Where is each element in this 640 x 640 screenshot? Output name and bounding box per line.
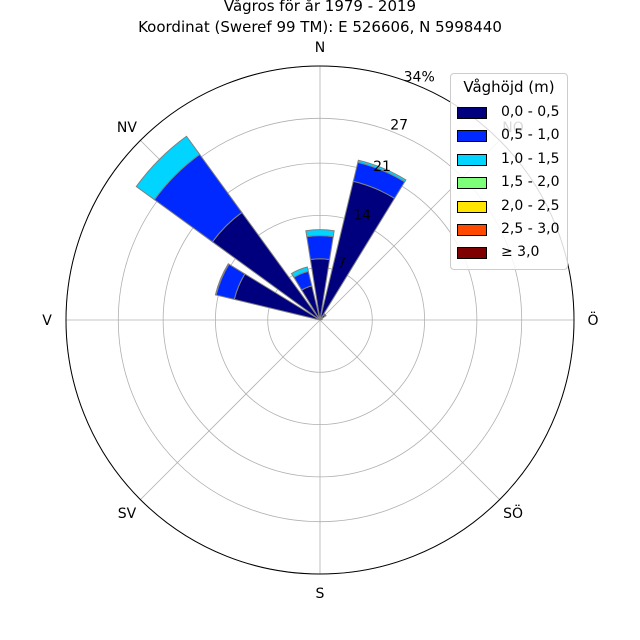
legend-swatch [457,107,487,119]
chart-title: Vågros för år 1979 - 2019 [223,0,417,15]
legend-label: 2,5 - 3,0 [501,221,560,237]
rose-bar-nno-bin2 [357,159,407,183]
legend-item: 0,0 - 0,5 [457,104,567,124]
legend-swatch [457,247,487,260]
grid-spoke [140,319,321,500]
legend-swatch [457,153,487,166]
legend-label: 1,0 - 1,5 [501,150,560,167]
legend-item: 1,5 - 2,0 [457,174,567,194]
rose-bar-nnv-bin2 [290,266,309,279]
radial-tick-label: 27 [390,118,408,134]
compass-label: V [42,313,52,329]
legend-label: 1,5 - 2,0 [501,174,560,191]
legend-title: Våghöjd (m) [463,78,555,96]
legend-swatch [457,224,487,236]
radial-tick-label: 34% [404,69,435,85]
rose-bars [135,135,407,321]
compass-label: SÖ [503,504,523,522]
legend-swatch [457,130,487,143]
compass-label: SV [118,506,137,522]
legend-swatch [457,200,487,213]
radial-tick-label: 14 [353,207,371,223]
rose-bar-n-bin1 [306,235,334,261]
polar-frame [65,65,575,575]
legend-label: ≥ 3,0 [501,244,540,261]
legend-item: 2,5 - 3,0 [457,221,567,241]
legend-item: 0,5 - 1,0 [457,127,567,147]
rose-bar-n-bin2 [305,229,335,238]
compass-label: NV [117,120,137,136]
rose-bar-vnv-bin2 [214,263,230,296]
legend-label: 0,5 - 1,0 [501,127,560,144]
legend-item: 2,0 - 2,5 [457,198,567,218]
compass-label: N [315,40,325,56]
rose-bar-no-bin1 [322,313,327,318]
legend: Våghöjd (m) 0,0 - 0,5 0,5 - 1,0 1,0 - 1,5 1… [450,73,568,270]
legend-item: ≥ 3,0 [457,244,567,264]
compass-label: Ö [587,311,598,329]
rose-bar-nv-bin2 [135,135,201,201]
compass-label: S [316,586,325,602]
grid-spoke [319,319,500,500]
radial-tick-label: 21 [373,159,391,175]
legend-label: 2,0 - 2,5 [501,197,560,214]
radial-tick-label: 7 [338,256,347,272]
chart-subtitle: Koordinat (Sweref 99 TM): E 526606, N 59… [138,18,502,36]
legend-label: 0,0 - 0,5 [501,104,560,120]
legend-swatch [457,177,487,190]
rose-bar-ono-bin0 [319,318,323,321]
legend-item: 1,0 - 1,5 [457,151,567,171]
